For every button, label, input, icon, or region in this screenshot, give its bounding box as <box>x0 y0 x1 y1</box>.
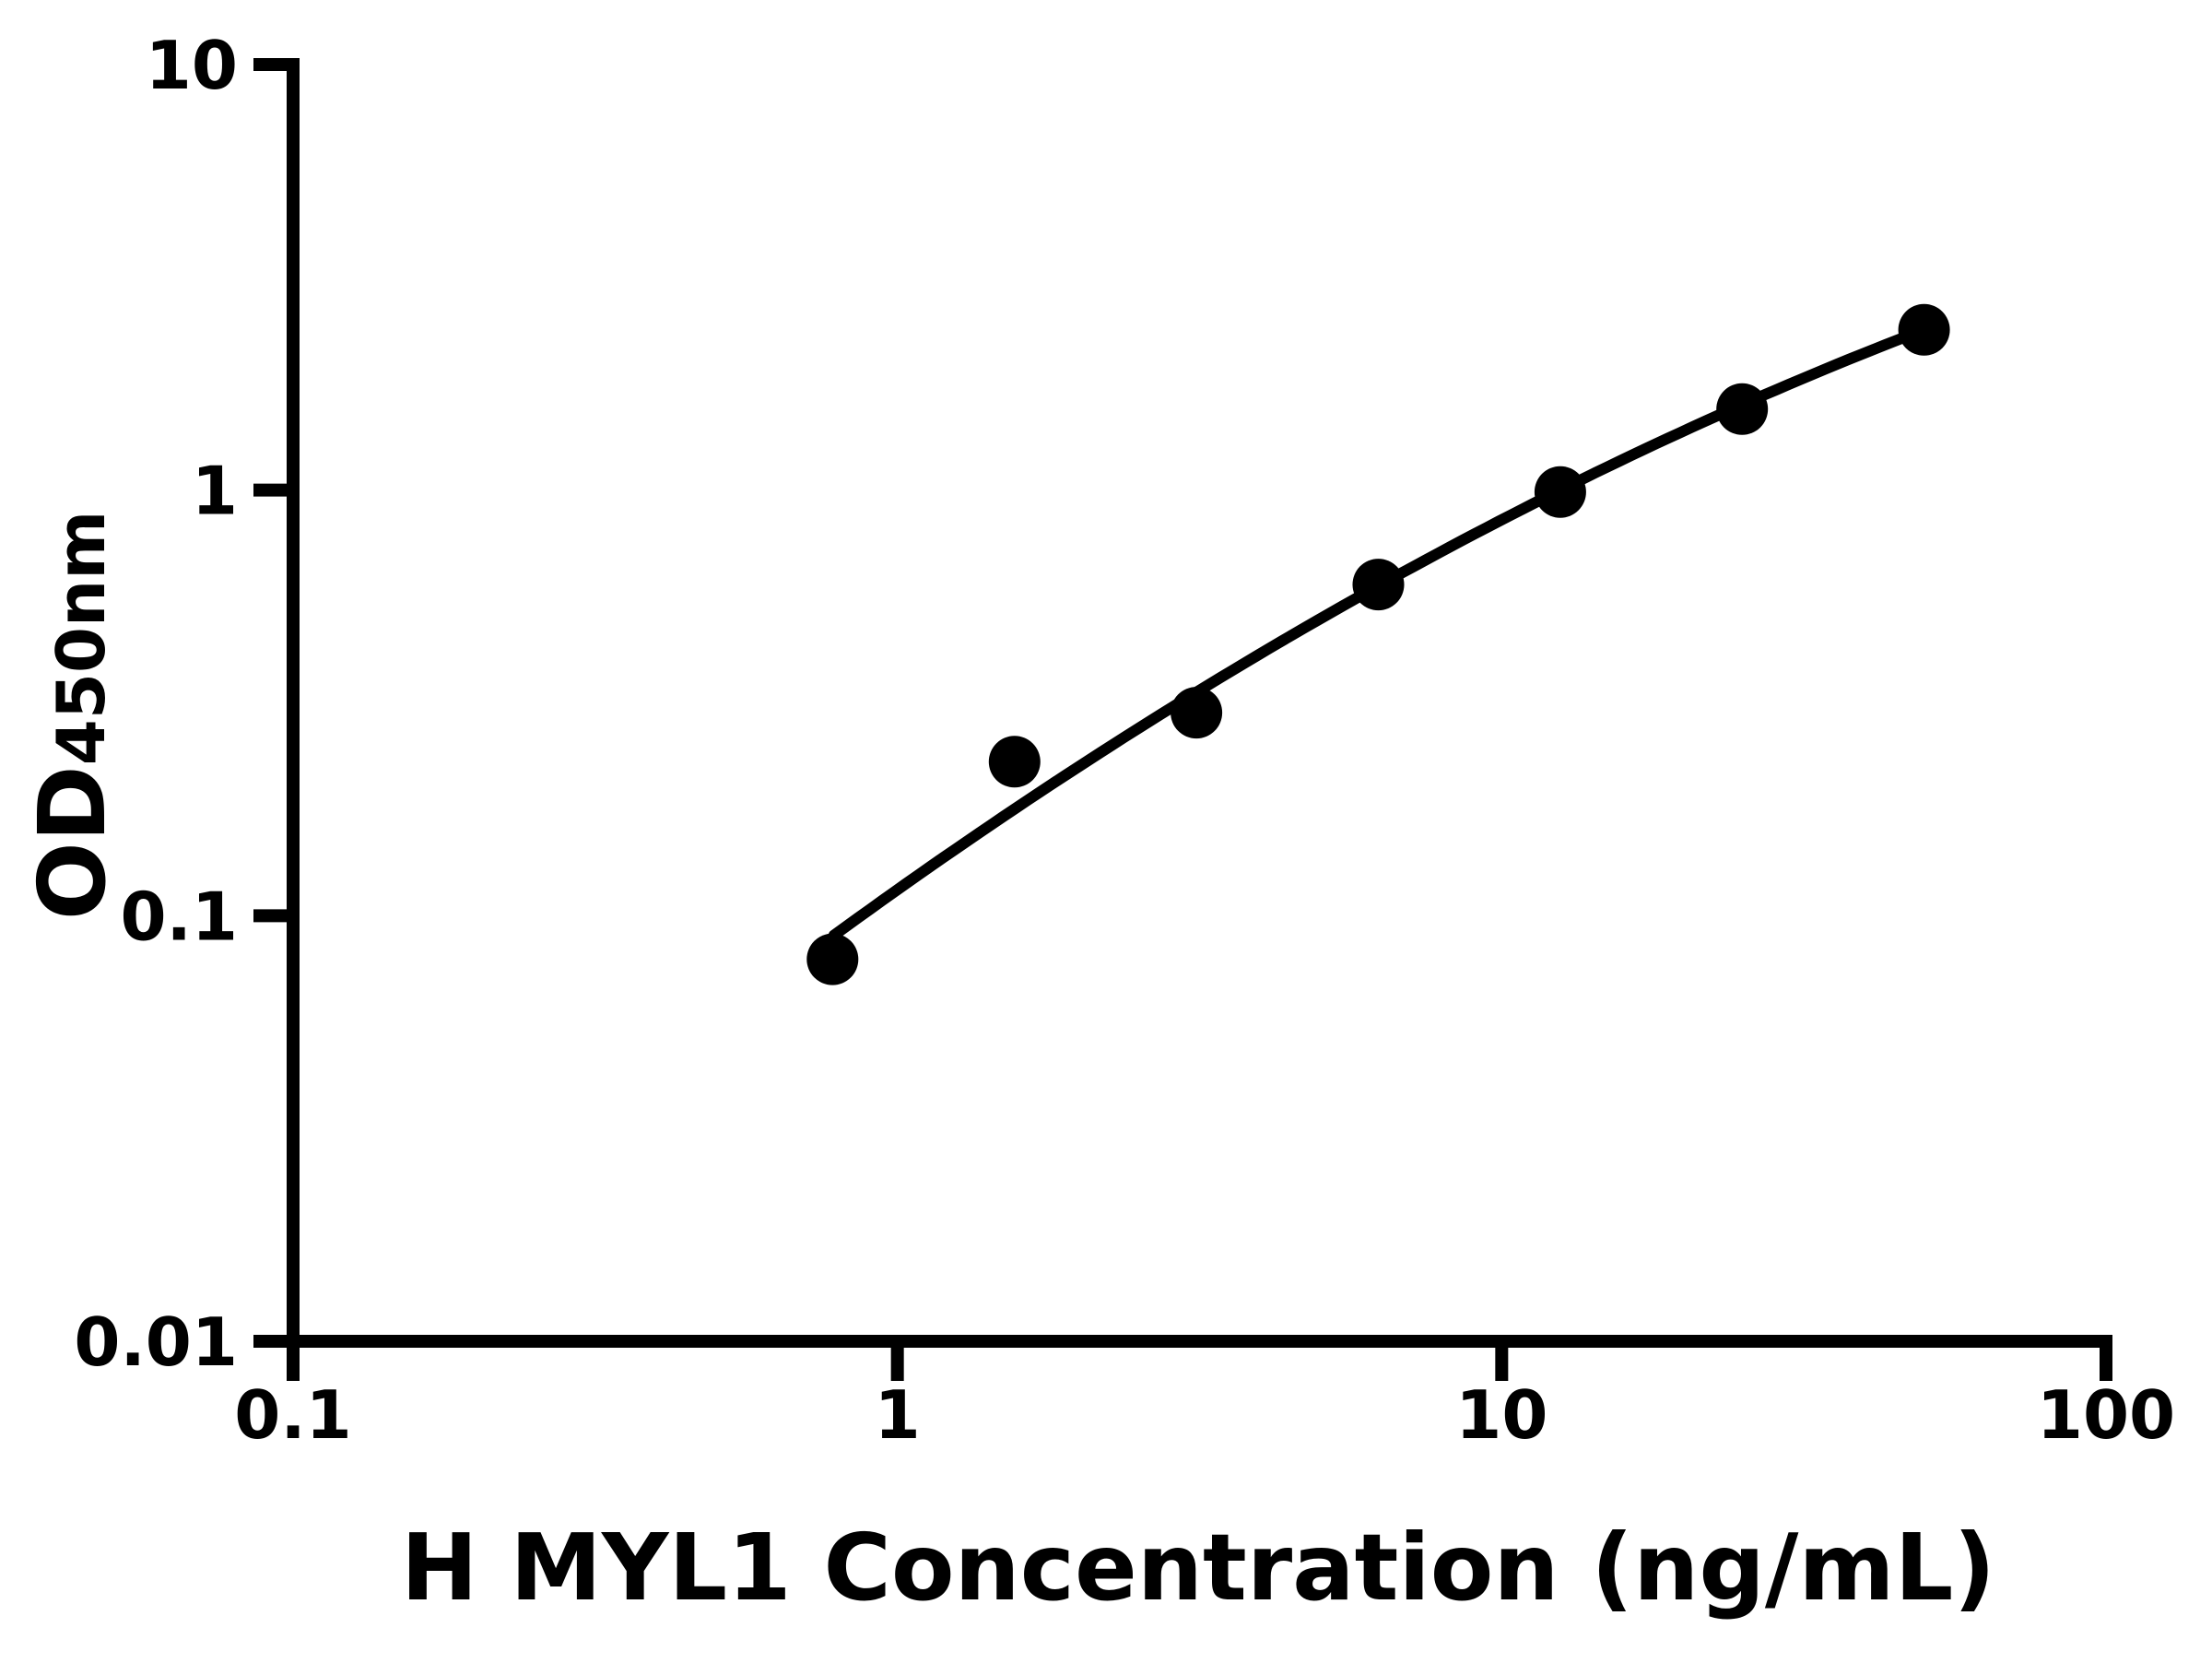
x-tick-label: 0.1 <box>234 1376 352 1454</box>
y-axis-tick-labels: 0.01 0.1 1 10 <box>74 27 238 1381</box>
x-tick-label: 100 <box>2037 1376 2175 1454</box>
y-tick-label: 0.1 <box>120 878 238 955</box>
data-point <box>1352 559 1405 611</box>
x-tick-label: 1 <box>875 1376 921 1454</box>
x-axis-label: H MYL1 Concentration (ng/mL) <box>401 1514 1995 1622</box>
data-point <box>1171 687 1223 739</box>
y-axis-label: OD450nm <box>18 511 126 921</box>
data-point <box>1716 383 1769 435</box>
y-axis-label-subscript: 450nm <box>42 511 120 766</box>
y-axis-label-base: OD <box>18 765 126 920</box>
data-point <box>1534 466 1586 518</box>
x-axis-tick-labels: 0.1 1 10 100 <box>234 1376 2175 1454</box>
x-tick-label: 10 <box>1455 1376 1547 1454</box>
y-tick-label: 10 <box>146 27 238 104</box>
data-points <box>806 303 1950 985</box>
data-point <box>1898 303 1950 356</box>
y-tick-label: 1 <box>192 453 238 530</box>
x-axis-ticks <box>287 1339 2112 1381</box>
data-point <box>988 736 1041 788</box>
y-tick-label: 0.01 <box>74 1303 238 1381</box>
data-point <box>806 933 859 985</box>
